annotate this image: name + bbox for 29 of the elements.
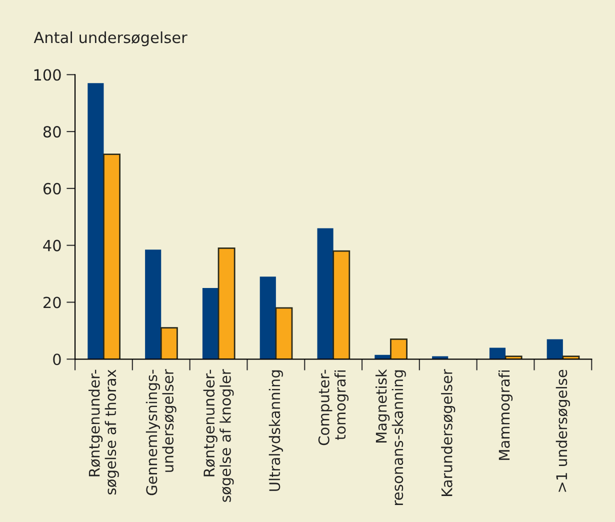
x-tick-label: Gennemlysnings- undersøgelser xyxy=(146,369,176,496)
x-tick-label: Røntgenunder- søgelse af knogler xyxy=(203,369,234,502)
y-tick-label: 40 xyxy=(43,240,61,252)
bar xyxy=(546,339,563,360)
bar xyxy=(275,307,293,360)
bar xyxy=(202,288,219,360)
bar xyxy=(145,250,162,360)
bar xyxy=(160,327,178,360)
bar xyxy=(88,83,104,360)
x-tick-label: Ultralydskanning xyxy=(268,370,283,491)
x-tick-label: Røntgenunder- søgelse af thorax xyxy=(88,370,119,494)
bar xyxy=(489,348,506,360)
bar xyxy=(218,247,236,360)
x-tick-label: Magnetisk resonans-skanning xyxy=(376,369,406,505)
x-tick-label: >1 undersøgelse xyxy=(556,370,570,492)
bar xyxy=(103,154,120,360)
y-axis-title: Antal undersøgelser xyxy=(34,31,188,46)
y-tick-label: 20 xyxy=(44,296,61,308)
y-tick-label: 80 xyxy=(43,126,61,138)
bar xyxy=(260,276,276,360)
bar xyxy=(332,250,350,360)
x-tick-label: Computer- tomografi xyxy=(318,370,349,446)
bar xyxy=(317,228,334,360)
bar xyxy=(390,338,408,360)
y-tick-label: 100 xyxy=(34,69,61,81)
y-tick-label: 60 xyxy=(43,182,61,194)
x-tick-label: Mammografi xyxy=(498,370,513,460)
y-tick-label: 0 xyxy=(53,354,61,366)
x-tick-label: Karundersøgelser xyxy=(441,369,456,496)
